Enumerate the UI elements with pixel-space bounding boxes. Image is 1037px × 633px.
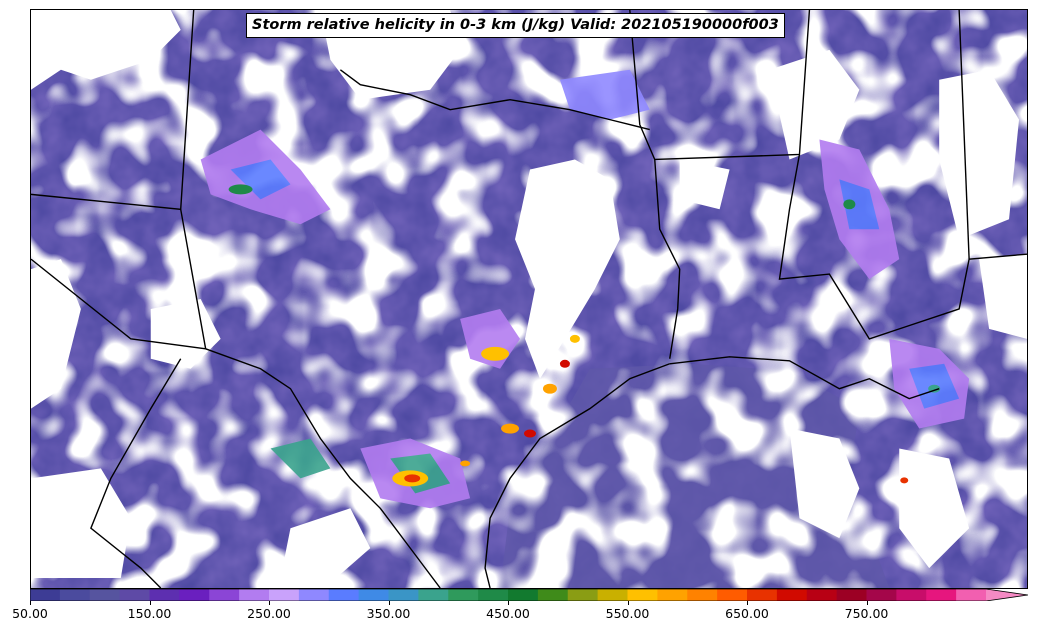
colorbar-segment: [209, 589, 240, 601]
colorbar-segment: [358, 589, 390, 601]
colorbar-segment: [567, 589, 599, 601]
colorbar-extend-arrow: [986, 589, 1028, 601]
colorbar-segment: [687, 589, 718, 601]
colorbar-segment: [119, 589, 151, 601]
colorbar-segment: [59, 589, 91, 601]
colorbar-segment: [149, 589, 180, 601]
colorbar-segment: [776, 589, 808, 601]
map-plot-area: [30, 9, 1028, 589]
colorbar-tick-mark: [508, 601, 509, 605]
colorbar-segment: [537, 589, 569, 601]
colorbar-tick-mark: [747, 601, 748, 605]
colorbar-tick-mark: [30, 601, 31, 605]
high-helicity-cells: [228, 184, 941, 487]
political-borders: [31, 10, 1027, 588]
colorbar-segment: [597, 589, 629, 601]
colorbar-segment: [418, 589, 449, 601]
low-value-mask: [31, 10, 1027, 588]
colorbar-segment: [717, 589, 748, 601]
colorbar-tick-label: 550.00: [605, 606, 650, 621]
colorbar-segment: [926, 589, 957, 601]
colorbar-segment: [30, 589, 61, 601]
colorbar-segment: [956, 589, 987, 601]
colorbar-segment: [448, 589, 479, 601]
colorbar-tick-label: 750.00: [844, 606, 889, 621]
colorbar-tick-mark: [149, 601, 151, 605]
colorbar-tick-mark: [388, 601, 390, 605]
colorbar-segment: [806, 589, 838, 601]
colorbar-segment: [866, 589, 897, 601]
colorbar-segment: [657, 589, 688, 601]
helicity-map: [31, 10, 1027, 588]
colorbar-tick-mark: [866, 601, 868, 605]
colorbar-segment: [328, 589, 360, 601]
colorbar-segment: [89, 589, 121, 601]
colorbar-segment: [239, 589, 270, 601]
colorbar-tick-label: 450.00: [486, 606, 530, 621]
map-title: Storm relative helicity in 0-3 km (J/kg)…: [246, 13, 785, 38]
colorbar-segment: [508, 589, 539, 601]
colorbar-segment: [747, 589, 778, 601]
colorbar-segment: [179, 589, 210, 601]
colorbar-outline: [30, 589, 1028, 601]
colorbar-segment: [836, 589, 868, 601]
colorbar: [30, 589, 1028, 601]
colorbar-segment: [896, 589, 927, 601]
colorbar-tick-label: 50.00: [12, 606, 48, 621]
colorbar-segment: [388, 589, 419, 601]
colorbar-tick-label: 250.00: [247, 606, 291, 621]
colorbar-segment: [627, 589, 658, 601]
colorbar-segment: [298, 589, 330, 601]
colorbar-tick-label: 150.00: [127, 606, 172, 621]
colorbar-tick-mark: [269, 601, 270, 605]
colorbar-tick-label: 650.00: [725, 606, 769, 621]
colorbar-tick-mark: [627, 601, 629, 605]
colorbar-segment: [478, 589, 509, 601]
colorbar-segment: [269, 589, 300, 601]
colorbar-tick-label: 350.00: [366, 606, 411, 621]
